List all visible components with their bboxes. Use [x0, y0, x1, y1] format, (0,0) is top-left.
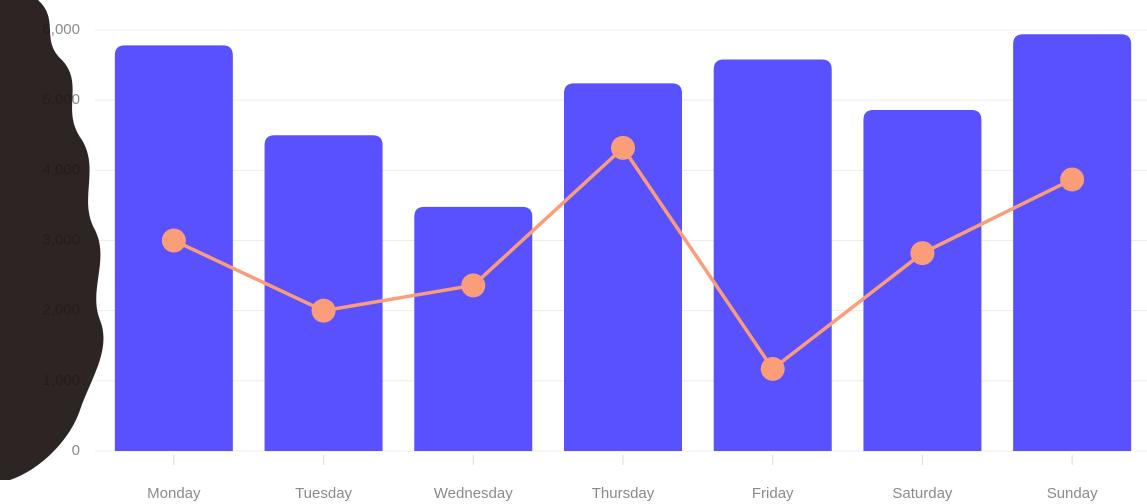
x-tick-label: Saturday	[892, 485, 953, 502]
hair-photo	[0, 0, 104, 480]
y-tick-label: 6,000	[42, 21, 80, 38]
plot: 01,0002,0003,0004,0005,0006,000MondayTue…	[42, 21, 1147, 502]
bar	[414, 206, 533, 451]
bar	[713, 59, 832, 451]
x-tick-label: Sunday	[1047, 485, 1098, 502]
bar	[1013, 34, 1132, 452]
x-tick-label: Friday	[752, 485, 794, 502]
x-tick-label: Thursday	[592, 485, 655, 502]
bar	[264, 135, 383, 451]
point	[611, 135, 635, 160]
point	[910, 241, 935, 266]
y-tick-label: 0	[72, 442, 80, 459]
point	[161, 228, 186, 253]
x-tick-label: Wednesday	[434, 485, 513, 502]
bar	[863, 109, 982, 452]
point	[461, 273, 486, 298]
x-tick-label: Tuesday	[295, 485, 352, 502]
x-tick-label: Monday	[147, 485, 201, 502]
point	[1060, 167, 1085, 192]
point	[311, 298, 336, 323]
point	[760, 356, 785, 381]
